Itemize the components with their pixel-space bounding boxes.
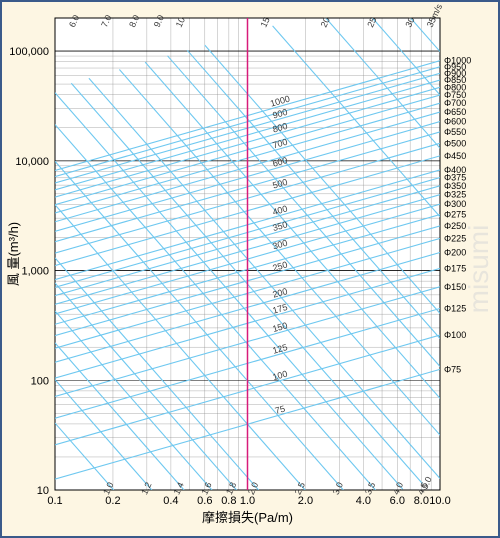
diameter-right-label: Φ650 <box>444 107 466 117</box>
diameter-right-label: Φ75 <box>444 364 461 374</box>
diameter-right-label: Φ300 <box>444 199 466 209</box>
diameter-right-label: Φ450 <box>444 151 466 161</box>
x-tick-label: 4.0 <box>356 495 371 507</box>
duct-friction-chart: Φ75Φ100Φ125Φ150Φ175Φ200Φ225Φ250Φ275Φ300Φ… <box>0 0 500 538</box>
x-tick-label: 0.4 <box>163 495 178 507</box>
x-tick-label: 2.0 <box>298 495 313 507</box>
watermark: misumi <box>463 225 494 314</box>
diameter-right-label: Φ1000 <box>444 56 471 66</box>
diameter-right-label: Φ550 <box>444 127 466 137</box>
diameter-right-label: Φ500 <box>444 138 466 148</box>
diameter-right-label: Φ325 <box>444 190 466 200</box>
y-tick-label: 100 <box>31 375 49 387</box>
y-tick-label: 100,000 <box>9 46 49 58</box>
y-tick-label: 1,000 <box>21 266 49 278</box>
x-tick-label: 8.0 <box>414 495 429 507</box>
diameter-right-label: Φ400 <box>444 165 466 175</box>
chart-svg: Φ75Φ100Φ125Φ150Φ175Φ200Φ225Φ250Φ275Φ300Φ… <box>0 0 500 538</box>
x-tick-label: 1.0 <box>240 495 255 507</box>
y-tick-label: 10,000 <box>15 156 49 168</box>
diameter-right-label: Φ275 <box>444 210 466 220</box>
x-axis-label: 摩擦損失(Pa/m) <box>202 510 293 525</box>
y-axis-label: 風 量(m³/h) <box>6 222 21 286</box>
x-tick-label: 0.6 <box>197 495 212 507</box>
diameter-right-label: Φ100 <box>444 330 466 340</box>
x-tick-label: 0.1 <box>47 495 62 507</box>
diameter-right-label: Φ600 <box>444 117 466 127</box>
x-tick-label: 0.8 <box>221 495 236 507</box>
y-tick-label: 10 <box>37 485 49 497</box>
x-tick-label: 6.0 <box>390 495 405 507</box>
x-tick-label: 10.0 <box>429 495 450 507</box>
x-tick-label: 0.2 <box>105 495 120 507</box>
